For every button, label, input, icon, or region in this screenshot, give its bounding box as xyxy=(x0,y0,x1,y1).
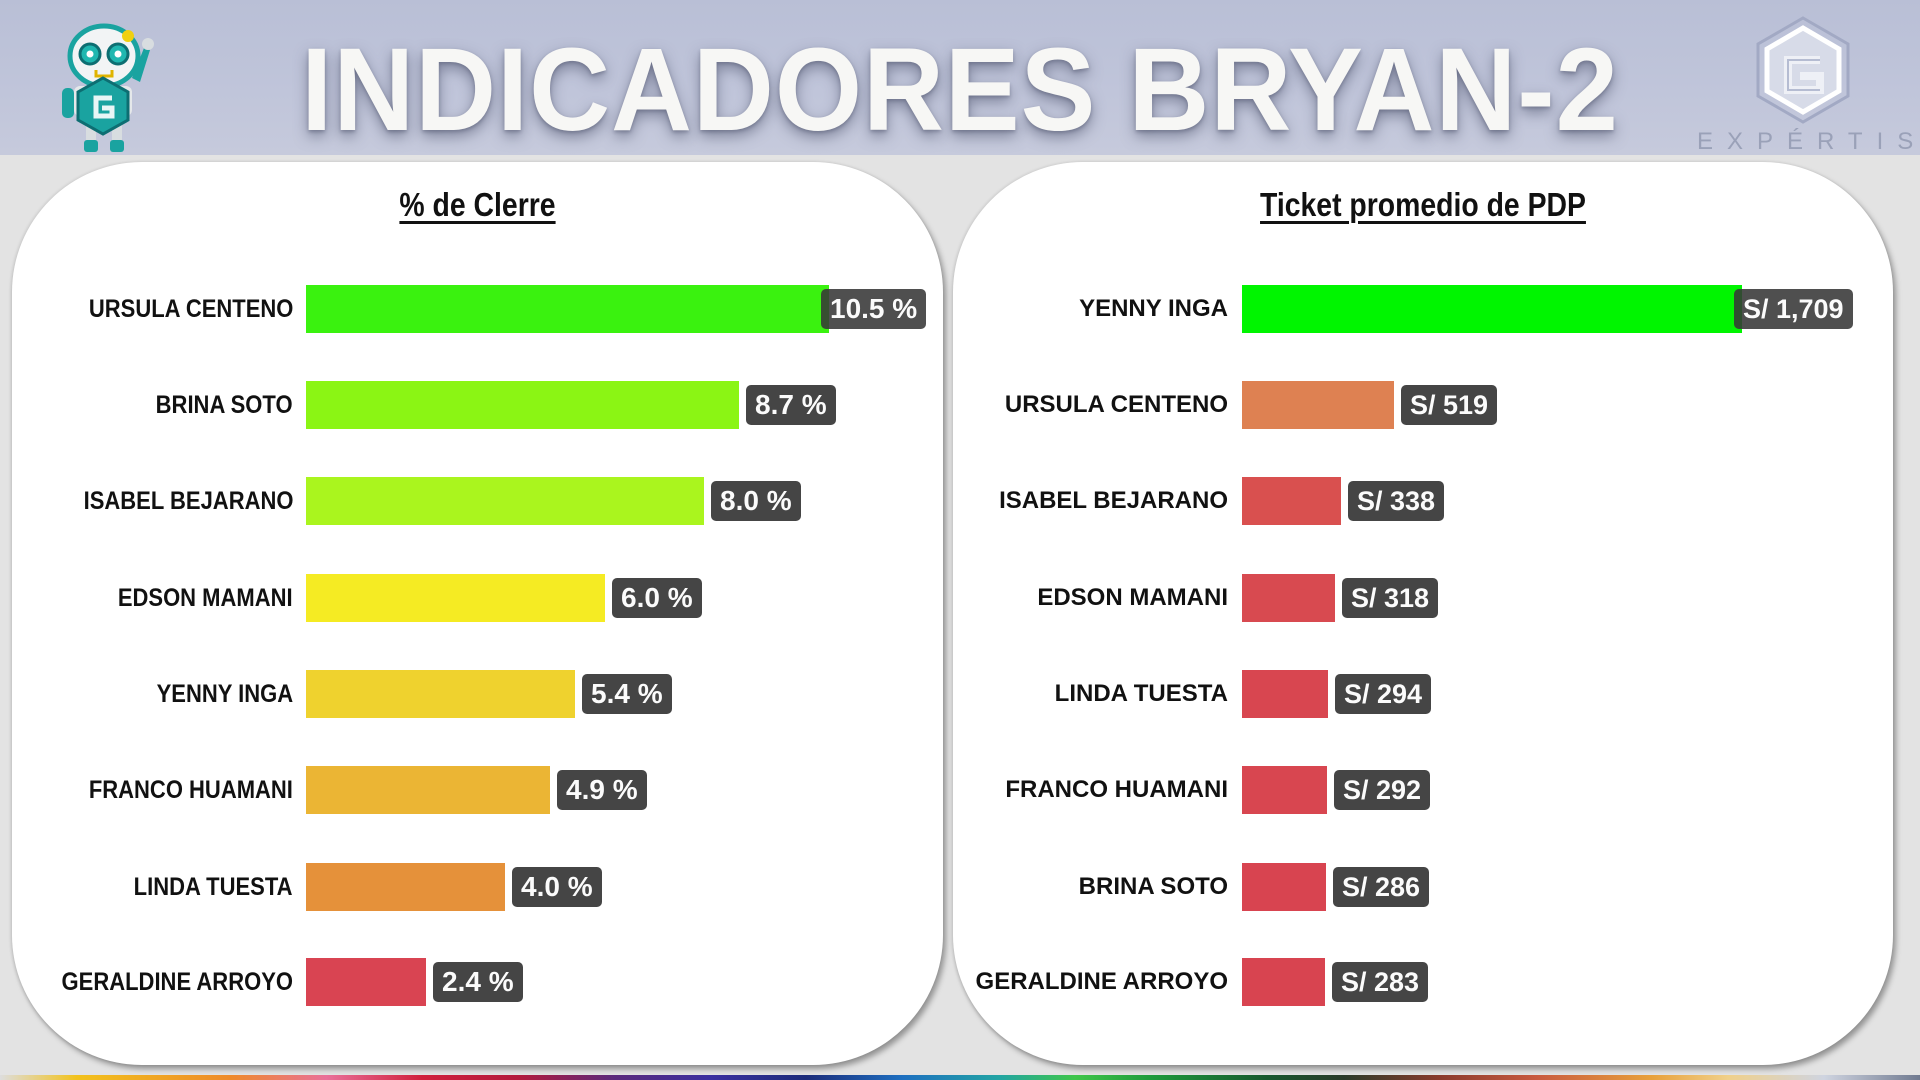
bar-label: BRINA SOTO xyxy=(156,391,293,419)
chart-card-ticket-promedio: Ticket promedio de PDP YENNY INGA S/ 1,70… xyxy=(953,162,1893,1065)
bar-label: BRINA SOTO xyxy=(1078,873,1228,900)
value-label: 10.5 % xyxy=(821,289,927,329)
bar-label: YENNY INGA xyxy=(1079,295,1228,322)
bar-label: EDSON MAMANI xyxy=(118,584,293,612)
bar-row[interactable]: FRANCO HUAMANI 4.9 % xyxy=(12,766,943,814)
bar-row[interactable]: GERALDINE ARROYO 2.4 % xyxy=(12,958,943,1006)
bar-row[interactable]: YENNY INGA 5.4 % xyxy=(12,670,943,718)
bar-row[interactable]: LINDA TUESTA 4.0 % xyxy=(12,863,943,911)
bar-row[interactable]: URSULA CENTENO 10.5 % xyxy=(12,285,943,333)
chart-title: Ticket promedio de PDP xyxy=(1260,186,1586,223)
bar-label: YENNY INGA xyxy=(156,680,293,708)
bar-label: GERALDINE ARROYO xyxy=(975,968,1228,995)
bar-label: GERALDINE ARROYO xyxy=(61,968,293,996)
bar-row[interactable]: BRINA SOTO S/ 286 xyxy=(953,863,1893,911)
bar-row[interactable]: GERALDINE ARROYO S/ 283 xyxy=(953,958,1893,1006)
bar[interactable] xyxy=(1242,477,1341,525)
bar-label: ISABEL BEJARANO xyxy=(83,487,293,515)
value-label: 8.7 % xyxy=(746,385,836,425)
robot-mascot-icon xyxy=(62,23,154,152)
value-label: S/ 283 xyxy=(1332,962,1429,1002)
bar-row[interactable]: ISABEL BEJARANO 8.0 % xyxy=(12,477,943,525)
value-label: S/ 286 xyxy=(1333,867,1430,907)
bar[interactable] xyxy=(306,863,505,911)
bar[interactable] xyxy=(306,477,704,525)
color-strip xyxy=(0,1075,1920,1080)
bar-row[interactable]: EDSON MAMANI 6.0 % xyxy=(12,574,943,622)
value-label: 2.4 % xyxy=(433,962,523,1002)
bar[interactable] xyxy=(1242,574,1335,622)
value-label: S/ 294 xyxy=(1335,674,1432,714)
hexagon-e-logo-icon xyxy=(1756,16,1850,124)
chart-title: % de Clerre xyxy=(399,186,556,223)
bar[interactable] xyxy=(1242,381,1394,429)
value-label: 4.0 % xyxy=(512,867,602,907)
bar[interactable] xyxy=(306,670,575,718)
bar-row[interactable]: YENNY INGA S/ 1,709 xyxy=(953,285,1893,333)
value-label: S/ 338 xyxy=(1348,481,1445,521)
bar-label: ISABEL BEJARANO xyxy=(999,487,1228,514)
value-label: 4.9 % xyxy=(557,770,647,810)
bar[interactable] xyxy=(306,574,605,622)
bar-row[interactable]: BRINA SOTO 8.7 % xyxy=(12,381,943,429)
bar[interactable] xyxy=(1242,766,1327,814)
bar-label: FRANCO HUAMANI xyxy=(1005,776,1228,803)
bar-row[interactable]: EDSON MAMANI S/ 318 xyxy=(953,574,1893,622)
page-title: INDICADORES BRYAN-2 xyxy=(301,24,1619,156)
bar[interactable] xyxy=(306,766,550,814)
brand-name: EXPÉRTIS xyxy=(1697,128,1920,155)
bar-row[interactable]: URSULA CENTENO S/ 519 xyxy=(953,381,1893,429)
bar-row[interactable]: ISABEL BEJARANO S/ 338 xyxy=(953,477,1893,525)
bar[interactable] xyxy=(1242,958,1325,1006)
bar-label: EDSON MAMANI xyxy=(1037,584,1228,611)
bar[interactable] xyxy=(1242,863,1326,911)
value-label: 5.4 % xyxy=(582,674,672,714)
bar[interactable] xyxy=(306,285,829,333)
value-label: S/ 292 xyxy=(1334,770,1431,810)
bar-label: LINDA TUESTA xyxy=(1054,680,1228,707)
value-label: S/ 519 xyxy=(1401,385,1498,425)
value-label: 6.0 % xyxy=(612,578,702,618)
value-label: S/ 318 xyxy=(1342,578,1439,618)
bar-label: LINDA TUESTA xyxy=(134,873,293,901)
value-label: S/ 1,709 xyxy=(1734,289,1853,329)
bar-row[interactable]: LINDA TUESTA S/ 294 xyxy=(953,670,1893,718)
bar[interactable] xyxy=(1242,670,1328,718)
header-banner: INDICADORES BRYAN-2 EXPÉRTIS xyxy=(0,0,1920,156)
value-label: 8.0 % xyxy=(711,481,801,521)
bar-label: URSULA CENTENO xyxy=(1004,391,1228,418)
bar[interactable] xyxy=(306,381,739,429)
chart-card-cierre: % de Clerre URSULA CENTENO 10.5 % BRINA SO… xyxy=(12,162,943,1065)
bar-row[interactable]: FRANCO HUAMANI S/ 292 xyxy=(953,766,1893,814)
bar-label: FRANCO HUAMANI xyxy=(88,776,293,804)
bar[interactable] xyxy=(306,958,426,1006)
bar[interactable] xyxy=(1242,285,1742,333)
bar-label: URSULA CENTENO xyxy=(88,295,293,323)
